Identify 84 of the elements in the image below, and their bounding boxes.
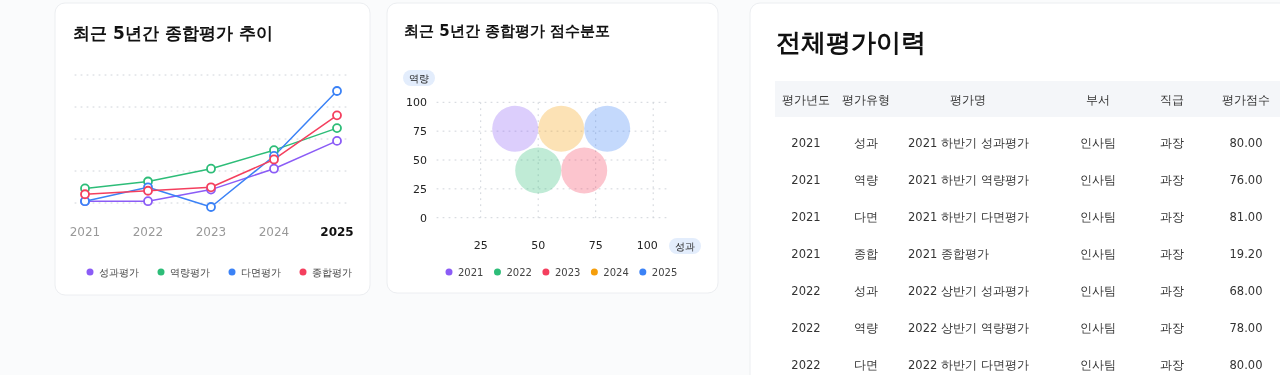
x-tick-label: 75 — [588, 239, 603, 252]
text: 과장 — [1160, 136, 1184, 150]
text: 인사팀 — [1080, 321, 1116, 335]
text: 2021 종합평가 — [908, 247, 989, 261]
x-tick-label: 2022 — [132, 225, 164, 239]
legend-label: 역량평가 — [170, 267, 210, 278]
category-label: 평가년도 — [782, 93, 830, 107]
legend-label: 2023 — [554, 267, 581, 278]
y-tick-label: 100 — [406, 96, 427, 110]
category-label: 평가점수 — [1222, 93, 1270, 107]
legend-label: 2021 — [458, 267, 484, 278]
text: 2022 상반기 역량평가 — [908, 321, 1029, 335]
y-axis-title: 역량 — [409, 73, 429, 84]
text: 2021 하반기 역량평가 — [908, 173, 1029, 187]
x-axis-title: 성과 — [675, 241, 695, 252]
legend-label: 2022 — [506, 267, 532, 278]
text: 80.00 — [1229, 136, 1263, 150]
text: 과장 — [1160, 284, 1184, 298]
text: 인사팀 — [1080, 284, 1116, 298]
legend-item: 다면평가 — [228, 267, 281, 278]
text: 인사팀 — [1080, 210, 1116, 224]
x-tick-label: 2025 — [320, 225, 354, 239]
category-label: 평가유형 — [842, 93, 890, 107]
text: 역량 — [854, 173, 878, 187]
text: 2021 하반기 다면평가 — [908, 210, 1029, 224]
text: 81.00 — [1229, 210, 1263, 224]
x-tick-label: 2021 — [69, 225, 101, 239]
text: 78.00 — [1229, 321, 1263, 335]
legend-label: 종합평가 — [312, 267, 352, 278]
text: 2021 — [791, 136, 821, 150]
legend-label: 다면평가 — [241, 267, 281, 278]
legend-item: 2022 — [493, 267, 532, 278]
text: 2022 — [791, 358, 821, 372]
text: 전체평가이력 — [776, 28, 926, 57]
text: 80.00 — [1229, 358, 1263, 372]
x-tick-label: 25 — [473, 239, 488, 252]
text: 2022 하반기 다면평가 — [908, 358, 1029, 372]
legend-label: 2025 — [651, 267, 678, 278]
text: 19.20 — [1229, 247, 1263, 261]
legend-item: 종합평가 — [299, 267, 352, 278]
text: 2022 — [791, 321, 821, 335]
y-tick-label: 75 — [413, 125, 427, 139]
y-tick-label: 0 — [420, 211, 427, 225]
text: 종합 — [854, 247, 878, 261]
category-label: 직급 — [1160, 93, 1184, 107]
text: 2021 하반기 성과평가 — [908, 136, 1029, 150]
chart-title: 최근 5년간 종합평가 점수분포 — [404, 22, 611, 40]
y-tick-label: 25 — [413, 182, 427, 196]
category-label: 평가명 — [950, 93, 986, 107]
text: 인사팀 — [1080, 247, 1116, 261]
text: 과장 — [1160, 321, 1184, 335]
x-tick-label: 50 — [531, 239, 546, 252]
legend-item: 2023 — [542, 267, 581, 278]
legend-item: 역량평가 — [157, 267, 210, 278]
text: 68.00 — [1229, 284, 1263, 298]
legend-label: 성과평가 — [99, 267, 139, 278]
x-tick-label: 100 — [636, 239, 658, 252]
text: 과장 — [1160, 247, 1184, 261]
text: 2022 상반기 성과평가 — [908, 284, 1029, 298]
text: 2021 — [791, 173, 821, 187]
legend-item: 2024 — [590, 267, 629, 278]
text: 과장 — [1160, 173, 1184, 187]
y-tick-label: 50 — [413, 154, 427, 167]
text: 역량 — [854, 321, 878, 335]
text: 인사팀 — [1080, 173, 1116, 187]
legend-item: 2025 — [639, 267, 678, 278]
text: 인사팀 — [1080, 136, 1116, 150]
legend-label: 2024 — [603, 267, 629, 278]
text: 2021 — [791, 210, 821, 224]
text: 2022 — [791, 284, 821, 298]
text: 인사팀 — [1080, 358, 1116, 372]
legend-item: 2021 — [445, 267, 484, 278]
text: 과장 — [1160, 210, 1184, 224]
legend-item: 성과평가 — [86, 267, 139, 278]
text: 과장 — [1160, 358, 1184, 372]
chart-title: 최근 5년간 종합평가 추이 — [73, 23, 273, 43]
x-tick-label: 2024 — [258, 225, 290, 239]
text: 76.00 — [1229, 173, 1263, 187]
text: 다면 — [854, 358, 878, 372]
text: 성과 — [854, 136, 878, 150]
x-tick-label: 2023 — [195, 225, 227, 239]
text: 성과 — [854, 284, 878, 298]
category-label: 부서 — [1086, 93, 1110, 107]
text: 다면 — [854, 210, 878, 224]
